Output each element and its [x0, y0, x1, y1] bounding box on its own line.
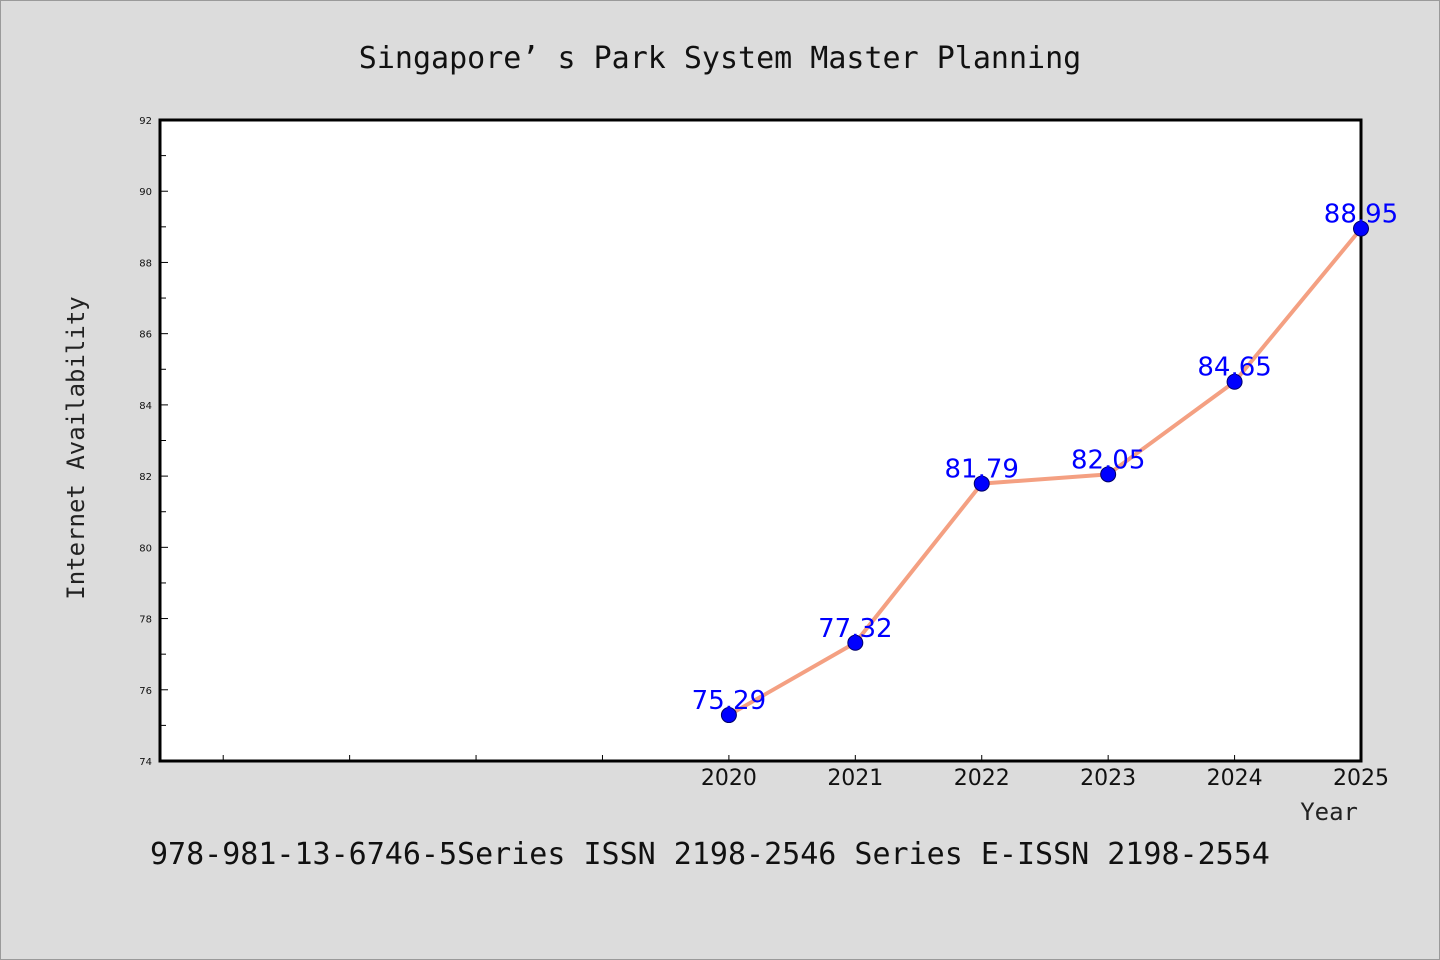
y-tick-label: 90 — [139, 187, 152, 198]
chart-title: Singapore’ s Park System Master Planning — [359, 41, 1081, 76]
y-tick-label: 84 — [139, 401, 152, 412]
series-line — [726, 226, 1363, 718]
y-axis-label: Internet Availability — [62, 296, 90, 599]
data-label: 81.79 — [945, 455, 1019, 485]
data-label: 82.05 — [1071, 445, 1145, 475]
data-point — [1353, 220, 1369, 237]
x-axis-ticks: 2020 2021 2022 2023 2024 2025 — [222, 755, 1389, 791]
y-tick-label: 88 — [139, 258, 152, 269]
data-point — [847, 634, 864, 651]
data-labels: 75.29 77.32 81.79 82.05 84.65 88.95 — [692, 200, 1399, 716]
footer-isbn-text: 978-981-13-6746-5Series ISSN 2198-2546 S… — [150, 837, 1270, 872]
y-tick-label: 76 — [139, 686, 152, 697]
data-markers — [720, 220, 1369, 724]
x-tick-label: 2024 — [1207, 766, 1263, 791]
x-axis-label: Year — [1300, 798, 1358, 826]
y-tick-label: 78 — [139, 615, 152, 626]
plot-area — [158, 118, 1363, 763]
y-tick-label: 92 — [139, 116, 152, 127]
series-lines — [726, 226, 1363, 718]
data-point — [1226, 373, 1243, 390]
x-tick-label: 2023 — [1080, 766, 1136, 791]
x-tick-label: 2021 — [827, 766, 883, 791]
data-label: 84.65 — [1197, 353, 1271, 383]
x-tick-label: 2025 — [1333, 766, 1389, 791]
x-tick-label: 2020 — [701, 766, 757, 791]
data-point — [720, 707, 737, 724]
y-tick-label: 74 — [139, 757, 152, 768]
data-point — [973, 475, 990, 492]
data-point — [1100, 466, 1117, 483]
data-label: 88.95 — [1324, 200, 1398, 230]
y-axis-ticks: 74 76 78 80 82 84 86 88 90 92 — [139, 116, 168, 768]
y-tick-label: 86 — [139, 330, 152, 341]
y-tick-label: 82 — [139, 472, 152, 483]
y-tick-label: 80 — [139, 543, 152, 554]
x-tick-label: 2022 — [954, 766, 1010, 791]
data-label: 77.32 — [818, 614, 892, 644]
data-label: 75.29 — [692, 686, 766, 716]
